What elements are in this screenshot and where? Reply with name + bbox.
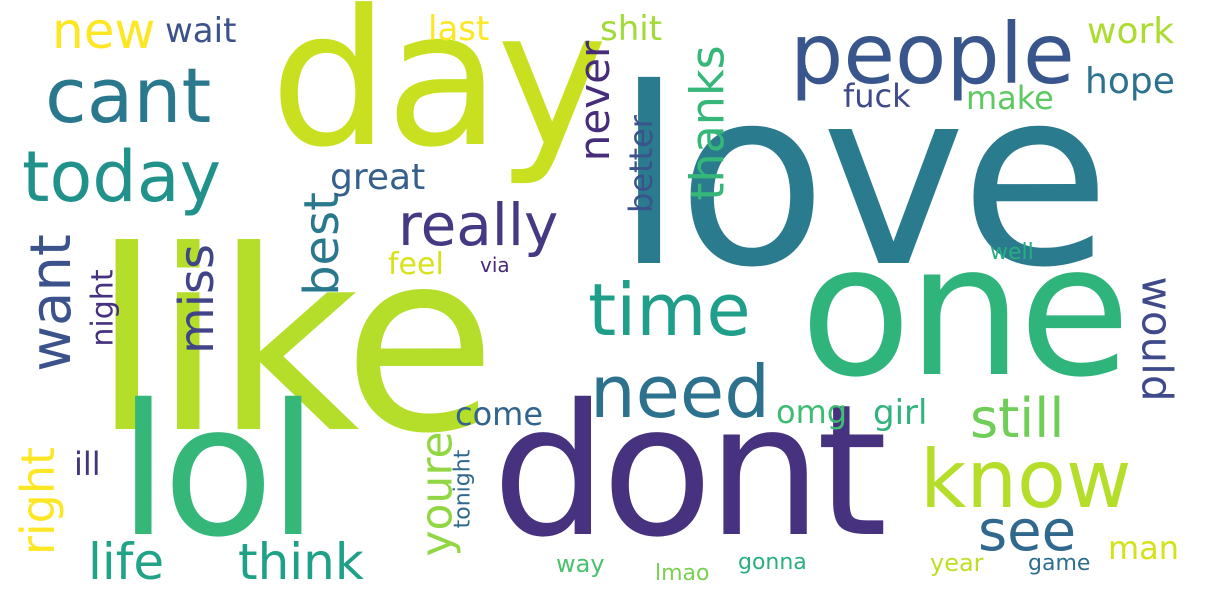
word-gonna: gonna — [738, 550, 807, 575]
word-great: great — [330, 157, 426, 198]
word-still: still — [970, 387, 1065, 450]
word-girl: girl — [873, 393, 928, 433]
word-miss: miss — [169, 243, 226, 355]
word-last: last — [428, 9, 490, 49]
word-hope: hope — [1085, 61, 1175, 102]
word-work: work — [1087, 11, 1175, 52]
word-think: think — [238, 533, 364, 591]
word-come: come — [455, 395, 544, 433]
word-ill: ill — [74, 445, 101, 483]
word-see: see — [978, 499, 1077, 564]
word-love: love — [615, 36, 1111, 321]
word-new: new — [52, 2, 156, 60]
word-year: year — [930, 549, 984, 577]
word-day: day — [270, 0, 608, 189]
word-best: best — [293, 192, 350, 296]
word-want: want — [18, 234, 84, 372]
word-game: game — [1028, 551, 1091, 576]
word-make: make — [966, 79, 1054, 117]
word-night: night — [85, 269, 121, 347]
word-really: really — [398, 191, 559, 259]
word-today: today — [22, 136, 222, 218]
word-man: man — [1108, 529, 1180, 567]
word-feel: feel — [388, 247, 444, 282]
word-people: people — [790, 5, 1075, 103]
word-would: would — [1132, 276, 1182, 402]
word-via: via — [480, 253, 510, 277]
word-time: time — [588, 268, 751, 352]
word-lol: lol — [118, 365, 318, 577]
word-way: way — [556, 550, 605, 578]
word-right: right — [11, 446, 66, 556]
word-better: better — [621, 115, 660, 213]
word-fuck: fuck — [843, 77, 911, 115]
word-know: know — [920, 433, 1132, 526]
word-well: well — [990, 240, 1034, 265]
word-wait: wait — [165, 11, 237, 51]
word-never: never — [570, 40, 620, 162]
word-need: need — [590, 350, 770, 434]
word-lmao: lmao — [655, 561, 710, 586]
word-dont: dont — [492, 365, 888, 577]
word-cant: cant — [45, 51, 212, 140]
word-like: like — [92, 197, 497, 488]
word-shit: shit — [600, 9, 663, 49]
word-omg: omg — [776, 393, 848, 431]
word-tonight: tonight — [450, 449, 476, 529]
word-life: life — [88, 533, 165, 591]
word-thanks: thanks — [680, 45, 735, 201]
word-one: one — [800, 205, 1131, 417]
